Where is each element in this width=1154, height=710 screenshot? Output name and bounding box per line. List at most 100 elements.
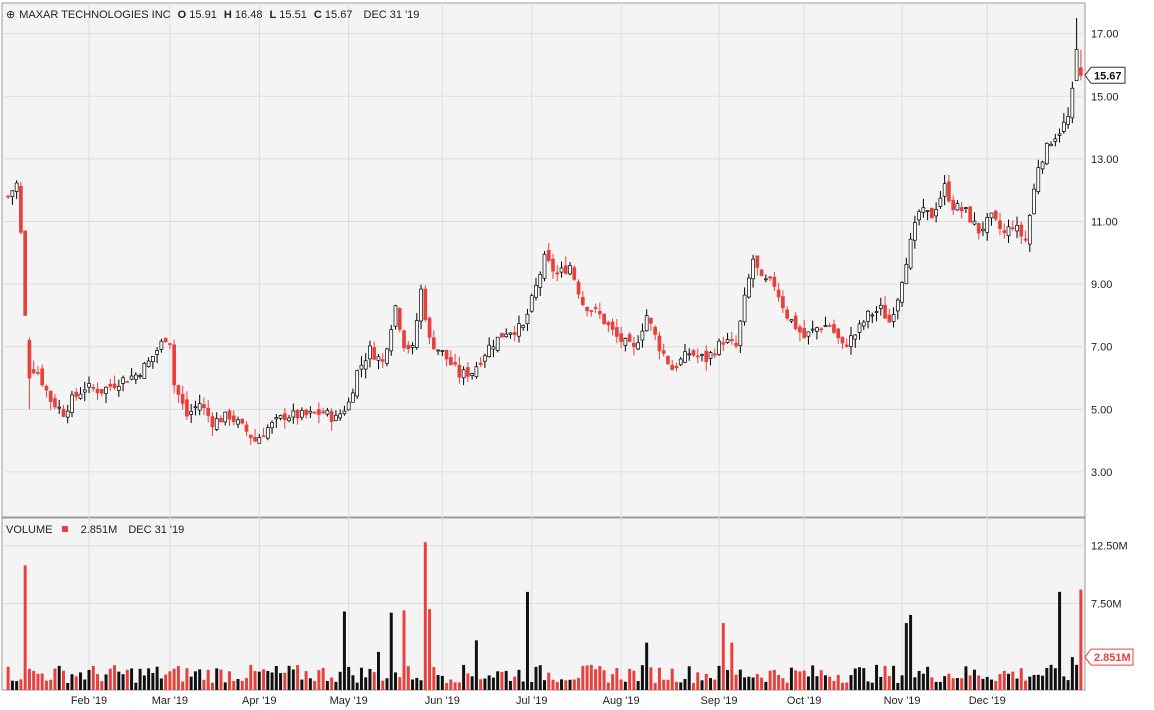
candle-body — [325, 409, 330, 415]
candle-body — [942, 183, 947, 197]
volume-bar — [66, 683, 70, 690]
volume-bar — [440, 675, 444, 690]
candle-body — [674, 365, 679, 369]
candle-body — [887, 314, 892, 323]
candle-body — [453, 362, 457, 365]
candle-body — [755, 255, 760, 268]
volume-bar — [338, 671, 342, 690]
candle-body — [65, 410, 70, 418]
volume-bar — [36, 673, 40, 690]
candle-body — [921, 207, 926, 213]
ohlc-high-key: H — [223, 9, 232, 21]
candle-body — [546, 249, 551, 262]
volume-bar — [913, 677, 917, 690]
volume-bar — [704, 673, 708, 690]
volume-bar — [117, 671, 121, 690]
volume-bar — [734, 674, 738, 690]
volume-bar — [594, 669, 598, 690]
candle-body — [776, 289, 781, 298]
volume-bar — [330, 677, 334, 690]
volume-bar — [568, 679, 572, 690]
candle-body — [640, 330, 645, 341]
volume-bar — [168, 671, 172, 690]
volume-bar — [972, 669, 976, 690]
volume-bar — [291, 669, 295, 690]
last-volume-tag — [1084, 648, 1134, 666]
volume-bar — [640, 665, 644, 690]
volume-bar — [253, 671, 257, 690]
volume-bar — [802, 670, 806, 690]
candle-body — [74, 391, 79, 397]
volume-bar — [811, 665, 815, 690]
volume-bar — [91, 665, 95, 690]
candle-body — [691, 350, 696, 356]
ohlc-open-value: 15.91 — [189, 9, 217, 21]
volume-bar — [530, 681, 534, 690]
candle-body — [1053, 138, 1058, 142]
volume-bar — [61, 670, 65, 690]
candle-body — [878, 304, 883, 309]
volume-bar — [389, 612, 393, 690]
volume-bar — [747, 676, 751, 690]
candle-body — [87, 383, 91, 388]
volume-bar — [453, 682, 457, 690]
volume-bar — [449, 679, 453, 690]
volume-bar — [892, 665, 896, 690]
candle-body — [180, 394, 185, 404]
volume-bar — [138, 668, 142, 690]
volume-bar — [943, 676, 947, 690]
candle-body — [261, 435, 266, 438]
candle-body — [202, 404, 206, 408]
volume-bar — [772, 669, 776, 690]
volume-bar — [555, 682, 559, 690]
volume-bar — [896, 683, 900, 690]
volume-bar — [351, 675, 355, 690]
volume-bar — [474, 640, 478, 690]
candle-body — [457, 364, 462, 378]
candle-body — [572, 267, 577, 280]
candle-body — [70, 394, 74, 413]
candle-body — [964, 207, 968, 210]
candle-body — [380, 359, 385, 362]
volume-bar — [57, 665, 61, 690]
candle-body — [129, 375, 134, 380]
volume-bar — [657, 667, 661, 690]
volume-tick-label: 7.50M — [1091, 598, 1122, 610]
candle-body — [23, 230, 27, 316]
last-price-tag — [1084, 66, 1126, 84]
candle-body — [734, 342, 738, 347]
volume-bar — [317, 670, 321, 690]
candle-body — [900, 282, 904, 303]
candle-body — [138, 375, 142, 377]
candle-body — [861, 321, 866, 327]
candle-body — [219, 417, 223, 423]
volume-bar — [15, 681, 19, 690]
volume-bar — [385, 678, 389, 690]
volume-bar — [581, 665, 585, 690]
candle-body — [517, 323, 521, 337]
candle-body — [1002, 230, 1007, 233]
volume-bar — [1079, 589, 1083, 690]
candle-body — [478, 362, 483, 366]
volume-bar — [249, 664, 253, 690]
volume-bar — [964, 666, 968, 690]
volume-bar — [1070, 657, 1074, 690]
volume-bar — [6, 666, 10, 690]
volume-bar — [283, 672, 287, 690]
candle-body — [853, 334, 858, 340]
candle-body — [806, 331, 811, 337]
candle-body — [236, 419, 240, 425]
month-label: Sep '19 — [701, 695, 738, 707]
candle-body — [414, 320, 419, 348]
volume-bar — [560, 679, 564, 690]
candle-body — [189, 411, 194, 415]
volume-bar — [687, 666, 691, 690]
candle-body — [368, 345, 372, 360]
month-label: Dec '19 — [969, 695, 1006, 707]
volume-bar — [19, 679, 23, 690]
candle-body — [704, 350, 709, 363]
candle-body — [827, 325, 832, 327]
volume-bar — [981, 678, 985, 690]
candle-body — [981, 228, 985, 232]
volume-bar — [151, 672, 155, 690]
